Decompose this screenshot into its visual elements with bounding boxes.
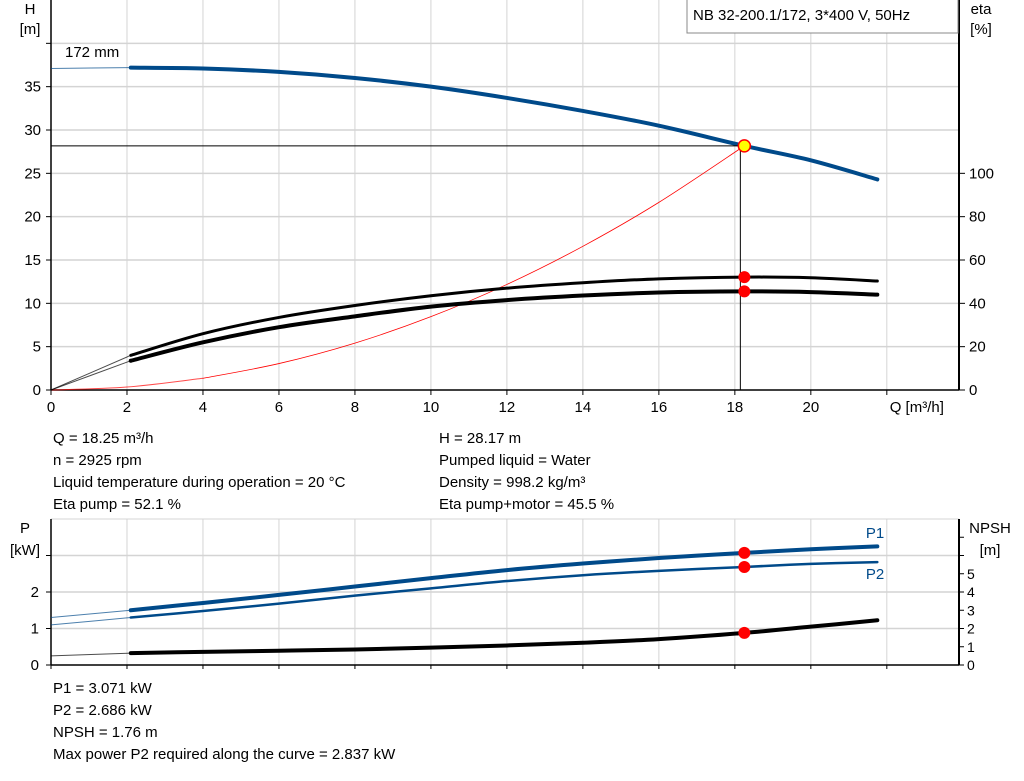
npsh-axis-label: NPSH <box>969 520 1011 537</box>
npsh-tick-label: 3 <box>967 602 975 618</box>
y-tick-label-right: 80 <box>969 209 986 226</box>
p1-curve <box>128 544 880 613</box>
x-axis-label: Q [m³/h] <box>890 399 944 416</box>
x-tick-label: 16 <box>651 399 668 416</box>
x-tick-label: 4 <box>199 399 207 416</box>
p2-curve-extrapolated <box>50 617 131 626</box>
head-curve <box>128 65 880 182</box>
y-tick-label-left: 35 <box>24 79 41 96</box>
y-tick-label-left: 10 <box>24 295 41 312</box>
y-axis-unit-right: [%] <box>970 21 992 38</box>
y-axis-label-right: eta <box>971 1 993 18</box>
info-eta-pump-motor: Eta pump+motor = 45.5 % <box>439 496 615 513</box>
x-tick-label: 12 <box>499 399 516 416</box>
x-tick-label: 2 <box>123 399 131 416</box>
x-tick-label: 18 <box>727 399 744 416</box>
y-tick-label-left: 0 <box>33 382 41 399</box>
npsh-tick-label: 4 <box>967 584 975 600</box>
info-p2: P2 = 2.686 kW <box>53 702 152 719</box>
x-tick-label: 14 <box>575 399 592 416</box>
impeller-diameter-label: 172 mm <box>65 44 119 61</box>
x-tick-label: 8 <box>351 399 359 416</box>
y-axis-label-left: H <box>25 1 36 18</box>
info-liquid: Pumped liquid = Water <box>439 452 591 469</box>
system-curve-extrapolated <box>50 377 204 391</box>
x-tick-label: 0 <box>47 399 55 416</box>
npsh-tick-label: 2 <box>967 621 975 637</box>
chart-title: NB 32-200.1/172, 3*400 V, 50Hz <box>693 7 910 24</box>
eta-pump-motor-curve-extrapolated <box>50 360 131 391</box>
eta-pump-motor-curve <box>128 289 880 363</box>
y-tick-label-right: 60 <box>969 252 986 269</box>
y-tick-label-right: 40 <box>969 295 986 312</box>
y-tick-label-left: 30 <box>24 122 41 139</box>
npsh-axis-unit: [m] <box>980 542 1001 559</box>
info-n: n = 2925 rpm <box>53 452 142 469</box>
x-tick-label: 10 <box>423 399 440 416</box>
eta-pump-motor-marker <box>738 285 751 298</box>
p1-curve-extrapolated <box>50 609 131 619</box>
y-tick-label-left: 5 <box>33 339 41 356</box>
npsh-curve-extrapolated <box>50 652 131 657</box>
p2-marker <box>738 560 751 573</box>
p2-curve <box>129 560 879 619</box>
info-p1: P1 = 3.071 kW <box>53 680 152 697</box>
eta-pump-curve <box>129 275 879 357</box>
eta-pump-marker <box>738 271 751 284</box>
info-bottom: P1 = 3.071 kW P2 = 2.686 kW NPSH = 1.76 … <box>53 678 395 766</box>
x-tick-label: 6 <box>275 399 283 416</box>
p-axis-label: P <box>20 520 30 537</box>
p-tick-label: 2 <box>31 584 39 601</box>
info-npsh: NPSH = 1.76 m <box>53 724 158 741</box>
head-curve-extrapolated <box>50 67 131 69</box>
npsh-marker <box>738 626 751 639</box>
system-curve <box>202 145 745 379</box>
y-tick-label-right: 20 <box>969 339 986 356</box>
y-tick-label-right: 0 <box>969 382 977 399</box>
duty-point-marker <box>737 139 752 153</box>
title-box <box>686 0 959 34</box>
info-q: Q = 18.25 m³/h <box>53 430 154 447</box>
p-axis-unit: [kW] <box>10 542 40 559</box>
npsh-tick-label: 5 <box>967 566 975 582</box>
p1-label: P1 <box>866 525 884 542</box>
info-eta-pump: Eta pump = 52.1 % <box>53 496 181 513</box>
y-axis-unit-left: [m] <box>20 21 41 38</box>
y-tick-label-left: 15 <box>24 252 41 269</box>
p-tick-label: 1 <box>31 621 39 638</box>
p1-marker <box>738 546 751 559</box>
info-max-p2: Max power P2 required along the curve = … <box>53 746 396 763</box>
npsh-tick-label: 1 <box>967 639 975 655</box>
info-density: Density = 998.2 kg/m³ <box>439 474 586 491</box>
x-tick-label: 20 <box>802 399 819 416</box>
p2-label: P2 <box>866 566 884 583</box>
info-temperature: Liquid temperature during operation = 20… <box>53 474 346 491</box>
npsh-curve <box>128 618 880 656</box>
y-tick-label-left: 25 <box>24 165 41 182</box>
y-tick-label-right: 100 <box>969 165 994 182</box>
p-tick-label: 0 <box>31 657 39 674</box>
y-tick-label-left: 20 <box>24 209 41 226</box>
npsh-tick-label: 0 <box>967 657 975 673</box>
info-top-right: H = 28.17 m Pumped liquid = Water Densit… <box>439 428 614 516</box>
info-top-left: Q = 18.25 m³/h n = 2925 rpm Liquid tempe… <box>53 428 345 516</box>
info-h: H = 28.17 m <box>439 430 522 447</box>
eta-pump-curve-extrapolated <box>50 354 131 391</box>
